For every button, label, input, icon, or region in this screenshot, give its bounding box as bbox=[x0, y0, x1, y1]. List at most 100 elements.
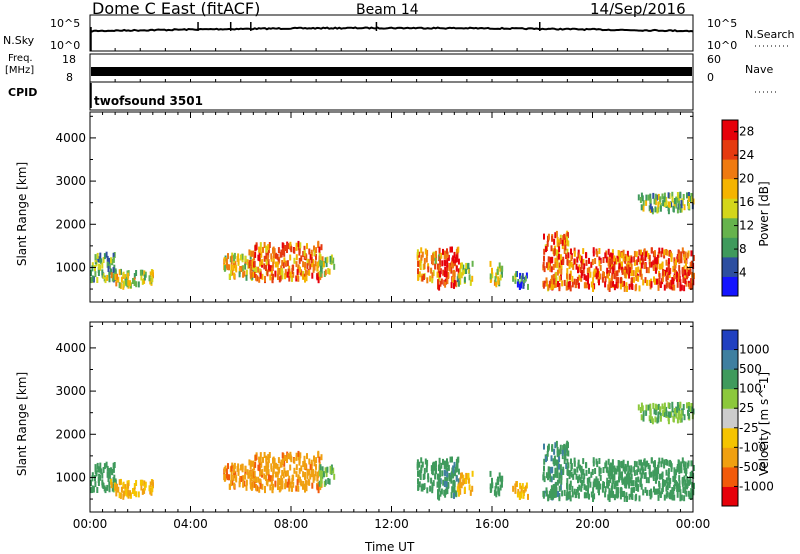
power-echo-cell bbox=[551, 235, 554, 242]
velocity-echo-cell bbox=[567, 442, 569, 449]
velocity-echo-cell bbox=[281, 478, 284, 484]
power-echo-cell bbox=[550, 278, 553, 285]
velocity-echo-cell bbox=[273, 458, 276, 465]
velocity-echo-cell bbox=[595, 476, 598, 483]
velocity-echo-cell bbox=[453, 484, 456, 490]
velocity-echo-cell bbox=[690, 406, 693, 413]
power-echo-cell bbox=[437, 283, 439, 290]
power-echo-cell bbox=[674, 198, 677, 205]
velocity-echo-cell bbox=[306, 453, 308, 460]
velocity-echo-cell bbox=[520, 492, 523, 499]
x-axis-label: Time UT bbox=[365, 540, 415, 554]
power-echo-cell bbox=[682, 250, 685, 257]
power-echo-cell bbox=[564, 244, 567, 251]
power-echo-cell bbox=[556, 255, 559, 262]
power-echo-cell bbox=[223, 265, 226, 272]
power-echo-cell bbox=[678, 258, 681, 265]
power-echo-cell bbox=[617, 281, 620, 288]
power-echo-cell bbox=[228, 264, 230, 271]
velocity-echo-cell bbox=[666, 484, 669, 491]
velocity-echo-cell bbox=[687, 406, 690, 413]
velocity-echo-cell bbox=[459, 488, 462, 495]
velocity-echo-cell bbox=[672, 475, 675, 482]
power-echo-cell bbox=[245, 274, 248, 281]
velocity-echo-cell bbox=[520, 485, 523, 492]
power-echo-cell bbox=[127, 272, 130, 279]
power-echo-cell bbox=[585, 259, 588, 266]
velocity-echo-cell bbox=[668, 479, 671, 486]
velocity-echo-cell bbox=[613, 465, 616, 472]
velocity-echo-cell bbox=[106, 484, 109, 491]
velocity-echo-cell bbox=[446, 471, 449, 478]
velocity-echo-cell bbox=[582, 468, 585, 475]
power-echo-cell bbox=[520, 275, 523, 282]
velocity-echo-cell bbox=[555, 481, 558, 488]
power-echo-cell bbox=[242, 271, 245, 278]
power-echo-cell bbox=[439, 256, 442, 263]
power-echo-cell bbox=[672, 265, 675, 272]
power-echo-cell bbox=[94, 265, 96, 272]
power-echo-cell bbox=[319, 254, 322, 261]
nsearch-label: N.Search bbox=[745, 28, 795, 41]
velocity-echo-cell bbox=[452, 467, 455, 474]
power-echo-cell bbox=[254, 251, 257, 258]
velocity-echo-cell bbox=[446, 467, 449, 474]
velocity-echo-cell bbox=[637, 404, 640, 411]
velocity-echo-cell bbox=[496, 478, 499, 485]
power-echo-cell bbox=[91, 265, 94, 272]
power-echo-cell bbox=[689, 268, 692, 275]
power-echo-cell bbox=[306, 243, 308, 250]
power-echo-cell bbox=[608, 278, 611, 285]
velocity-echo-cell bbox=[647, 404, 650, 411]
power-echo-cell bbox=[661, 275, 664, 282]
velocity-echo-cell bbox=[689, 494, 692, 500]
power-echo-cell bbox=[450, 267, 453, 274]
velocity-echo-cell bbox=[564, 454, 567, 461]
velocity-echo-cell bbox=[630, 473, 633, 480]
velocity-echo-cell bbox=[638, 459, 641, 466]
velocity-echo-cell bbox=[678, 486, 681, 492]
velocity-echo-cell bbox=[635, 481, 637, 488]
velocity-echo-cell bbox=[678, 407, 681, 414]
velocity-echo-cell bbox=[419, 469, 421, 476]
velocity-echo-cell bbox=[678, 468, 681, 475]
power-echo-cell bbox=[284, 269, 287, 276]
power-echo-cell bbox=[270, 267, 273, 274]
velocity-echo-cell bbox=[577, 462, 580, 469]
power-echo-cell bbox=[324, 269, 327, 276]
velocity-echo-cell bbox=[604, 462, 607, 469]
velocity-echo-cell bbox=[663, 494, 666, 501]
velocity-echo-cell bbox=[570, 465, 573, 471]
power-echo-cell bbox=[554, 257, 557, 264]
velocity-echo-cell bbox=[682, 487, 685, 493]
x-tick-label: 12:00 bbox=[374, 517, 409, 531]
power-echo-cell bbox=[636, 259, 639, 266]
power-echo-cell bbox=[98, 256, 101, 263]
velocity-echo-cell bbox=[577, 492, 580, 499]
velocity-echo-cell bbox=[291, 485, 293, 492]
power-echo-cell bbox=[680, 251, 683, 258]
velocity-echo-cell bbox=[570, 458, 572, 465]
velocity-echo-cell bbox=[647, 477, 650, 484]
power-echo-cell bbox=[420, 254, 423, 261]
velocity-echo-cell bbox=[117, 486, 120, 493]
velocity-echo-cell bbox=[635, 461, 638, 468]
power-echo-cell bbox=[624, 272, 627, 279]
power-echo-cell bbox=[555, 230, 558, 237]
velocity-echo-cell bbox=[649, 413, 652, 420]
power-echo-cell bbox=[97, 256, 100, 263]
velocity-echo-cell bbox=[94, 464, 97, 471]
velocity-echo-cell bbox=[649, 408, 652, 415]
velocity-echo-cell bbox=[269, 475, 272, 482]
velocity-echo-cell bbox=[498, 472, 501, 479]
power-echo-cell bbox=[101, 269, 104, 276]
power-echo-cell bbox=[327, 268, 330, 274]
power-echo-cell bbox=[315, 247, 318, 254]
velocity-echo-cell bbox=[106, 465, 109, 472]
power-echo-cell bbox=[324, 257, 327, 264]
power-echo-cell bbox=[587, 273, 590, 279]
velocity-echo-cell bbox=[550, 476, 553, 483]
velocity-echo-cell bbox=[686, 462, 689, 469]
power-echo-cell bbox=[667, 201, 670, 208]
velocity-echo-cell bbox=[566, 449, 569, 456]
